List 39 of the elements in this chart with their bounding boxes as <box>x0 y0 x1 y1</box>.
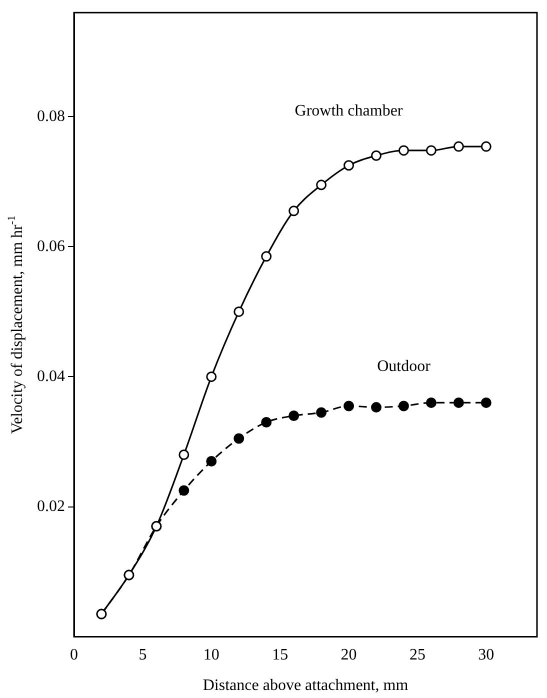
point <box>453 397 464 408</box>
x-tick-label: 15 <box>272 646 288 664</box>
point <box>371 402 382 413</box>
point <box>206 456 217 466</box>
point <box>398 400 409 412</box>
point <box>178 485 190 496</box>
point <box>398 145 409 156</box>
x-tick-label: 30 <box>478 646 494 664</box>
y-tick-label: 0.02 <box>37 498 65 515</box>
series-label: Outdoor <box>377 358 432 375</box>
point <box>206 371 217 382</box>
point <box>426 397 436 408</box>
point <box>453 141 464 152</box>
point <box>234 433 244 444</box>
point <box>371 150 382 161</box>
point <box>480 141 492 152</box>
point <box>178 449 190 460</box>
point <box>344 160 354 171</box>
y-tick-label: 0.08 <box>37 108 65 125</box>
point <box>261 251 272 262</box>
x-axis-title: Distance above attachment, mm <box>202 677 409 694</box>
point <box>316 407 327 418</box>
series-label: Growth chamber <box>294 102 404 120</box>
point <box>288 410 300 421</box>
point <box>316 180 327 190</box>
y-tick-label: 0.04 <box>37 368 65 385</box>
x-tick-label: 20 <box>340 646 357 664</box>
x-tick-label: 10 <box>203 646 220 664</box>
point <box>344 400 354 412</box>
point <box>234 306 244 317</box>
point <box>480 397 492 408</box>
y-axis-title: Velocity of displacement, mm hr-1 <box>6 215 26 434</box>
point <box>426 145 436 156</box>
point <box>288 206 300 216</box>
y-tick-label: 0.06 <box>37 238 65 255</box>
x-tick-label: 25 <box>409 646 426 664</box>
x-tick-label: 0 <box>70 646 78 664</box>
x-tick-label: 5 <box>138 646 147 664</box>
point <box>261 416 272 428</box>
